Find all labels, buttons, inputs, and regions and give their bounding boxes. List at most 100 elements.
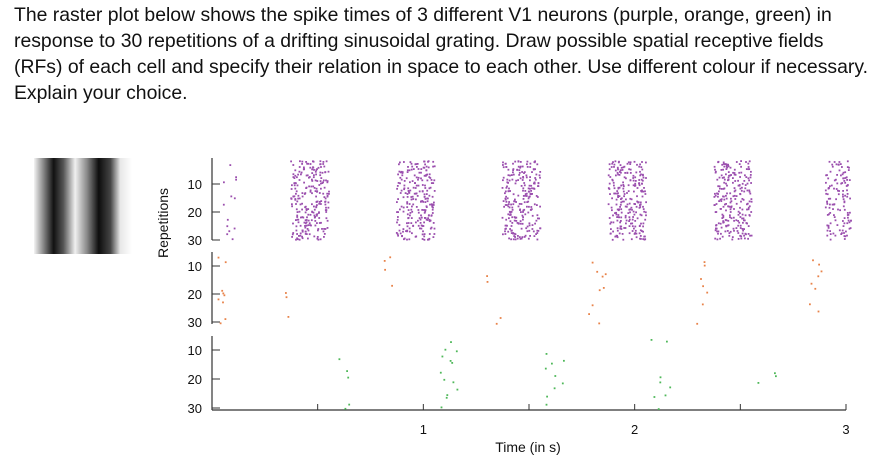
y-tick-label-orange-30: 30 (188, 315, 202, 330)
spike-purple (291, 233, 294, 236)
spike-purple (306, 162, 308, 165)
spike-purple (421, 233, 424, 236)
spike-purple (309, 189, 312, 192)
spike-purple (744, 214, 747, 217)
spike-purple (524, 193, 527, 195)
spike-purple (523, 172, 525, 174)
spike-purple (722, 163, 725, 165)
spike-purple (433, 190, 436, 192)
spike-purple (412, 168, 415, 170)
spike-purple (528, 229, 531, 232)
spike-purple (739, 187, 742, 190)
spike-purple (620, 184, 623, 187)
spike-purple (307, 219, 310, 222)
spike-purple (843, 238, 846, 240)
spike-purple (407, 217, 410, 219)
spike-purple (731, 236, 734, 238)
spike-purple (622, 181, 624, 184)
spike-purple (327, 170, 330, 173)
spike-purple (842, 177, 845, 180)
spike-purple (430, 182, 433, 184)
spike-purple (834, 234, 837, 237)
spike-purple (714, 194, 717, 197)
spike-purple (832, 208, 834, 210)
spike-green (561, 382, 564, 385)
spike-purple (521, 214, 524, 217)
spike-purple (513, 200, 516, 203)
spike-purple (620, 225, 623, 228)
spike-purple (632, 184, 635, 187)
spike-purple (748, 205, 751, 208)
spike-purple (312, 185, 315, 188)
spike-purple (303, 181, 305, 184)
spike-purple (292, 232, 295, 234)
spike-purple (636, 217, 639, 220)
spike-purple (733, 168, 736, 171)
spike-purple (626, 162, 629, 165)
spike-purple (319, 160, 322, 163)
spike-purple (736, 230, 739, 232)
spike-purple (639, 229, 642, 232)
spike-purple (843, 208, 846, 211)
spike-purple (324, 171, 327, 173)
spike-purple (316, 214, 318, 217)
spike-purple (530, 184, 533, 187)
spike-purple (744, 232, 747, 235)
spike-purple (536, 238, 539, 241)
spike-purple (432, 165, 434, 168)
spike-purple (627, 190, 630, 192)
spike-purple (836, 182, 839, 185)
spike-purple (617, 161, 620, 164)
spike-purple (722, 221, 725, 224)
spike-purple (849, 197, 851, 200)
spike-purple (639, 163, 641, 166)
spike-purple (527, 187, 530, 190)
spike-purple (424, 198, 427, 200)
spike-purple (642, 208, 645, 210)
spike-purple (304, 211, 307, 214)
spike-purple (533, 161, 536, 164)
spike-purple (845, 185, 848, 187)
spike-purple (313, 169, 315, 171)
spike-purple (620, 201, 623, 204)
spike-purple (645, 161, 647, 164)
spike-purple (638, 165, 641, 168)
spike-purple (406, 222, 408, 225)
spike-purple (419, 227, 421, 230)
spike-purple (303, 221, 306, 224)
spike-purple (316, 204, 318, 206)
spike-purple (618, 174, 621, 176)
spike-purple (319, 171, 322, 174)
spike-purple (634, 180, 637, 182)
spike-purple (412, 203, 415, 206)
spike-green (666, 340, 668, 343)
spike-purple (829, 212, 832, 214)
spike-purple (610, 206, 613, 209)
spike-purple (737, 238, 740, 240)
spike-purple (846, 222, 849, 225)
spike-orange (818, 263, 820, 266)
spike-purple (533, 188, 536, 190)
spike-green (450, 341, 452, 343)
spike-purple (528, 184, 531, 187)
spike-purple (310, 219, 313, 222)
spike-purple (526, 230, 529, 233)
spike-purple (719, 187, 721, 190)
spike-purple (428, 176, 431, 178)
spike-purple (526, 201, 529, 203)
spike-purple (298, 170, 301, 173)
spike-purple (723, 198, 726, 201)
spike-purple (504, 230, 506, 233)
spike-purple (607, 174, 610, 177)
spike-purple (406, 171, 409, 173)
spike-purple (536, 163, 539, 166)
spike-purple (527, 237, 530, 240)
spike-purple (842, 198, 845, 201)
spike-purple (307, 213, 310, 216)
spike-purple (827, 177, 830, 180)
spike-purple (424, 163, 426, 166)
spike-purple (628, 220, 630, 222)
spike-purple (625, 198, 627, 201)
spike-purple (643, 210, 646, 213)
spike-purple (848, 221, 851, 224)
